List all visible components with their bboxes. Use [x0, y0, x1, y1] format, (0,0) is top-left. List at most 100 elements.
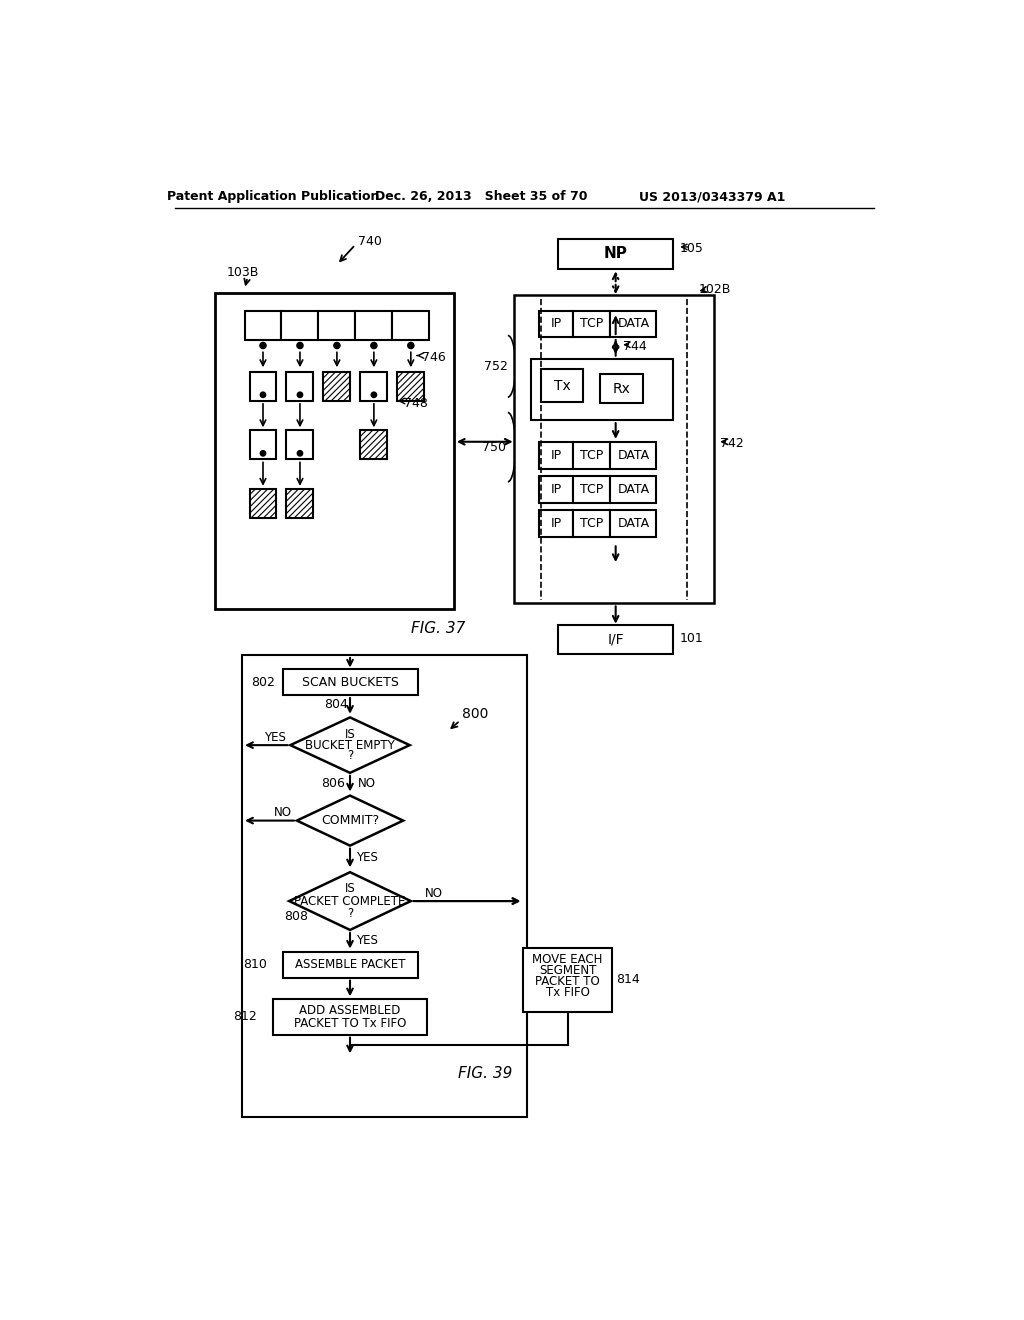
Text: DATA: DATA	[617, 517, 649, 529]
Bar	[514, 296, 714, 603]
Text: IP: IP	[551, 449, 561, 462]
Text: 752: 752	[484, 360, 508, 372]
Polygon shape	[289, 873, 411, 929]
Circle shape	[371, 392, 377, 397]
Bar	[523, 948, 611, 1012]
Text: 105: 105	[680, 242, 703, 255]
Text: MOVE EACH: MOVE EACH	[532, 953, 603, 966]
Bar	[600, 374, 643, 404]
Text: ?: ?	[347, 907, 353, 920]
Text: PACKET TO: PACKET TO	[536, 975, 600, 989]
Text: YES: YES	[264, 731, 286, 744]
Text: DATA: DATA	[617, 483, 649, 496]
Text: TCP: TCP	[581, 449, 603, 462]
Bar	[287, 430, 313, 459]
Text: 808: 808	[285, 909, 308, 923]
Bar	[250, 372, 276, 401]
Text: 740: 740	[357, 235, 382, 248]
Text: 814: 814	[615, 973, 639, 986]
Bar	[287, 488, 313, 517]
Text: DATA: DATA	[617, 449, 649, 462]
Text: 742: 742	[720, 437, 743, 450]
Text: PACKET COMPLETE: PACKET COMPLETE	[294, 895, 406, 908]
Text: SCAN BUCKETS: SCAN BUCKETS	[302, 676, 398, 689]
Polygon shape	[291, 718, 410, 774]
Text: Patent Application Publication: Patent Application Publication	[167, 190, 379, 203]
Text: NO: NO	[357, 777, 376, 791]
Text: ASSEMBLE PACKET: ASSEMBLE PACKET	[295, 958, 406, 972]
Text: 744: 744	[624, 339, 647, 352]
Text: 802: 802	[251, 676, 274, 689]
Text: COMMIT?: COMMIT?	[321, 814, 379, 828]
Text: NP: NP	[604, 247, 628, 261]
Text: 812: 812	[233, 1010, 257, 1023]
Bar	[243, 655, 527, 1117]
Bar	[610, 510, 656, 537]
Text: Dec. 26, 2013   Sheet 35 of 70: Dec. 26, 2013 Sheet 35 of 70	[376, 190, 588, 203]
Text: NO: NO	[274, 807, 292, 820]
Bar	[610, 475, 656, 503]
Text: 800: 800	[462, 708, 488, 721]
Text: BUCKET EMPTY: BUCKET EMPTY	[305, 739, 395, 751]
Text: Tx FIFO: Tx FIFO	[546, 986, 590, 999]
Text: ?: ?	[347, 750, 353, 763]
Bar	[558, 626, 674, 655]
Bar	[283, 669, 418, 696]
Bar	[250, 430, 276, 459]
Text: I/F: I/F	[607, 632, 624, 647]
Circle shape	[297, 392, 303, 397]
Circle shape	[297, 450, 303, 455]
Bar	[610, 442, 656, 470]
Bar	[250, 488, 276, 517]
Text: ADD ASSEMBLED: ADD ASSEMBLED	[299, 1005, 400, 1018]
Bar	[539, 510, 573, 537]
Bar	[324, 372, 350, 401]
Circle shape	[260, 392, 265, 397]
Text: IS: IS	[345, 727, 355, 741]
Circle shape	[334, 342, 340, 348]
Bar	[360, 372, 387, 401]
Bar	[245, 312, 282, 341]
Circle shape	[260, 450, 265, 455]
Bar	[539, 475, 573, 503]
Bar	[282, 312, 318, 341]
Bar	[531, 359, 674, 420]
Bar	[215, 293, 454, 609]
Circle shape	[260, 342, 266, 348]
Text: 750: 750	[481, 441, 506, 454]
Bar	[573, 475, 610, 503]
Text: IS: IS	[345, 882, 355, 895]
Text: IP: IP	[551, 317, 561, 330]
Bar	[397, 372, 424, 401]
Text: 806: 806	[321, 777, 345, 791]
Circle shape	[408, 342, 414, 348]
Text: FIG. 37: FIG. 37	[412, 620, 466, 636]
Bar	[273, 999, 427, 1035]
Bar	[355, 312, 392, 341]
Bar	[283, 952, 418, 978]
Text: Tx: Tx	[554, 379, 570, 392]
Bar	[392, 312, 429, 341]
Bar	[539, 312, 573, 337]
Text: SEGMENT: SEGMENT	[539, 964, 596, 977]
Text: 103B: 103B	[226, 265, 259, 279]
Text: YES: YES	[356, 851, 378, 865]
Circle shape	[297, 342, 303, 348]
Bar	[610, 312, 656, 337]
Polygon shape	[297, 796, 403, 846]
Text: DATA: DATA	[617, 317, 649, 330]
Bar	[573, 442, 610, 470]
Bar	[573, 510, 610, 537]
Circle shape	[371, 342, 377, 348]
Text: FIG. 39: FIG. 39	[458, 1065, 512, 1081]
Text: IP: IP	[551, 517, 561, 529]
Text: PACKET TO Tx FIFO: PACKET TO Tx FIFO	[294, 1016, 407, 1030]
Text: 810: 810	[243, 958, 267, 972]
Text: TCP: TCP	[581, 317, 603, 330]
Text: Rx: Rx	[612, 381, 631, 396]
Bar	[318, 312, 355, 341]
Bar	[558, 239, 674, 268]
Text: TCP: TCP	[581, 483, 603, 496]
Text: 102B: 102B	[698, 282, 731, 296]
Text: IP: IP	[551, 483, 561, 496]
